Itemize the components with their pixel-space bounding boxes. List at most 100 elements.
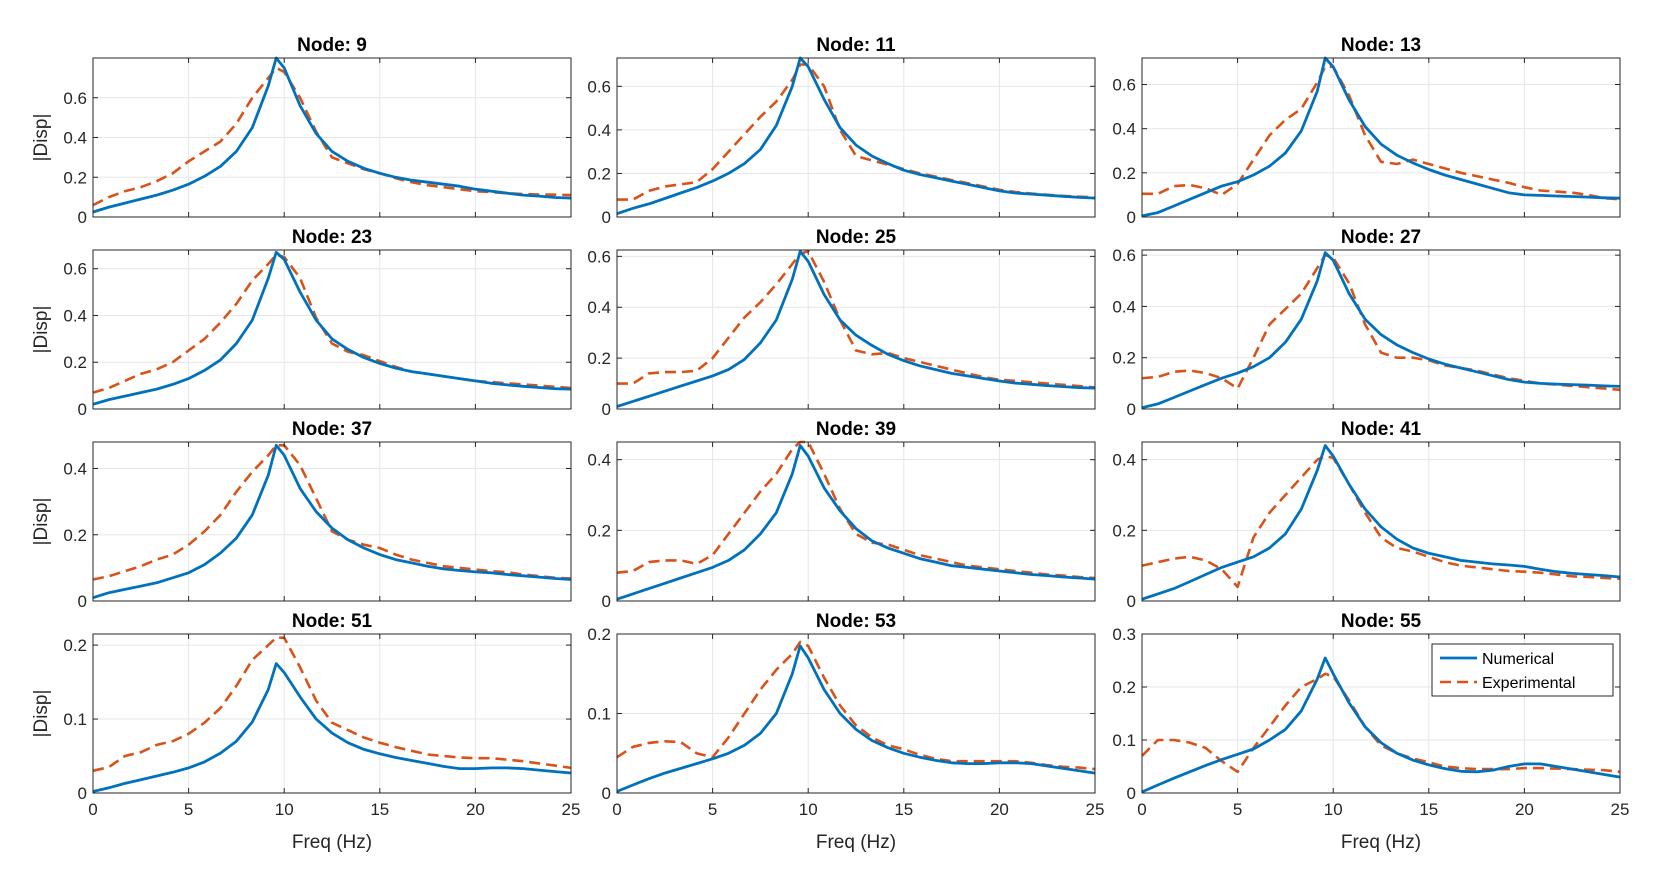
y-tick-label: 0 xyxy=(1127,400,1136,419)
y-tick-label: 0.2 xyxy=(587,521,611,540)
y-tick-label: 0.4 xyxy=(63,460,87,479)
subplot-10: 0 5 10 15 20 25 0 0.1 0.2 Node: 51 |Disp| Freq (Hz) xyxy=(31,611,580,853)
series-experimental xyxy=(616,640,1096,771)
y-tick-label: 0 xyxy=(602,208,611,227)
x-tick-label: 25 xyxy=(1086,800,1105,819)
subplot-title: Node: 55 xyxy=(1341,611,1422,632)
subplot-title: Node: 23 xyxy=(292,227,372,248)
y-tick-label: 0.1 xyxy=(587,705,611,724)
subplot-7: 0 0.2 0.4 Node: 37 |Disp| xyxy=(31,419,572,611)
x-tick-label: 25 xyxy=(562,800,581,819)
subplot-title: Node: 41 xyxy=(1341,419,1422,440)
axes-box xyxy=(92,633,572,794)
axes-box xyxy=(1141,57,1621,218)
x-tick-label: 0 xyxy=(612,800,621,819)
subplot-title: Node: 39 xyxy=(816,419,896,440)
y-tick-label: 0.4 xyxy=(63,129,87,148)
y-tick-label: 0.4 xyxy=(63,306,87,325)
x-tick-label: 0 xyxy=(88,800,97,819)
series-numerical xyxy=(92,662,572,793)
y-tick-label: 0.6 xyxy=(1112,76,1136,95)
y-tick-label: 0.2 xyxy=(1112,164,1136,183)
y-tick-label: 0.2 xyxy=(587,625,611,644)
subplot-title: Node: 9 xyxy=(297,35,367,56)
y-axis-label: |Disp| xyxy=(31,306,52,354)
x-tick-label: 20 xyxy=(990,800,1009,819)
subplot-title: Node: 37 xyxy=(292,419,372,440)
subplot-12: 0 5 10 15 20 25 0 0.1 0.2 0.3 Node: 55 Freq (Hz) Num… xyxy=(1112,611,1629,853)
plot-area xyxy=(617,442,1095,601)
subplot-1: 0 0.2 0.4 0.6 Node: 9 |Disp| xyxy=(31,35,572,227)
subplot-title: Node: 51 xyxy=(292,611,373,632)
y-tick-label: 0 xyxy=(1127,784,1136,803)
subplot-title: Node: 27 xyxy=(1341,227,1421,248)
y-tick-label: 0 xyxy=(78,208,87,227)
x-tick-label: 10 xyxy=(1324,800,1343,819)
series-numerical xyxy=(92,56,572,214)
y-tick-label: 0.4 xyxy=(587,298,611,317)
x-axis-label: Freq (Hz) xyxy=(292,832,372,853)
x-tick-label: 15 xyxy=(370,800,389,819)
axes-box xyxy=(1141,249,1621,410)
y-tick-label: 0.2 xyxy=(63,353,87,372)
legend-box xyxy=(1431,643,1614,697)
x-axis-label: Freq (Hz) xyxy=(1341,832,1421,853)
y-tick-label: 0.6 xyxy=(587,247,611,266)
x-tick-label: 5 xyxy=(184,800,193,819)
plot-area xyxy=(93,442,571,601)
y-tick-label: 0.2 xyxy=(1112,678,1136,697)
series-experimental xyxy=(92,443,572,581)
subplot-8: 0 0.2 0.4 Node: 39 xyxy=(587,419,1096,611)
subplot-title: Node: 25 xyxy=(816,227,897,248)
y-tick-label: 0.2 xyxy=(63,526,87,545)
series-experimental xyxy=(1142,65,1621,201)
x-tick-label: 5 xyxy=(708,800,717,819)
axes-box xyxy=(92,441,572,602)
series-numerical xyxy=(616,644,1096,793)
y-tick-label: 0.2 xyxy=(1112,349,1136,368)
y-tick-label: 0.2 xyxy=(63,636,87,655)
subplot-6: 0 0.2 0.4 0.6 Node: 27 xyxy=(1112,227,1621,419)
axes-box xyxy=(1141,441,1621,602)
subplot-5: 0 0.2 0.4 0.6 Node: 25 xyxy=(587,227,1096,419)
y-tick-label: 0.6 xyxy=(587,77,611,96)
series-numerical xyxy=(1141,251,1621,410)
plot-area xyxy=(617,58,1095,217)
y-tick-label: 0.3 xyxy=(1112,625,1136,644)
series-numerical xyxy=(1141,444,1621,601)
y-tick-label: 0.2 xyxy=(587,164,611,183)
y-axis-label: |Disp| xyxy=(31,690,52,738)
series-experimental xyxy=(92,636,572,773)
legend: Numerical Experimental xyxy=(1431,643,1614,697)
legend-label-experimental: Experimental xyxy=(1482,675,1575,692)
series-numerical xyxy=(1141,656,1621,794)
series-numerical xyxy=(616,249,1096,408)
series-experimental xyxy=(617,250,1096,389)
y-tick-label: 0 xyxy=(602,784,611,803)
y-tick-label: 0.2 xyxy=(587,349,611,368)
y-tick-label: 0 xyxy=(602,400,611,419)
series-experimental xyxy=(1141,454,1621,589)
series-numerical xyxy=(616,56,1096,216)
y-tick-label: 0.1 xyxy=(1112,731,1136,750)
x-axis-label: Freq (Hz) xyxy=(816,832,896,853)
subplot-title: Node: 53 xyxy=(816,611,896,632)
y-tick-label: 0 xyxy=(602,592,611,611)
x-tick-label: 20 xyxy=(1515,800,1534,819)
axes-box xyxy=(616,57,1096,218)
y-tick-label: 0.1 xyxy=(63,710,87,729)
series-numerical xyxy=(616,444,1096,601)
x-tick-label: 5 xyxy=(1233,800,1242,819)
legend-label-numerical: Numerical xyxy=(1482,651,1554,668)
plot-area xyxy=(1142,442,1620,601)
subplot-3: 0 0.2 0.4 0.6 Node: 13 xyxy=(1112,35,1621,227)
x-tick-label: 0 xyxy=(1137,800,1146,819)
axes-box xyxy=(92,249,572,410)
y-axis-label: |Disp| xyxy=(31,498,52,546)
y-tick-label: 0.2 xyxy=(1112,521,1136,540)
y-tick-label: 0 xyxy=(78,400,87,419)
y-tick-label: 0.4 xyxy=(587,451,611,470)
plot-area xyxy=(1142,58,1620,217)
y-tick-label: 0 xyxy=(1127,208,1136,227)
y-axis-label: |Disp| xyxy=(31,114,52,162)
